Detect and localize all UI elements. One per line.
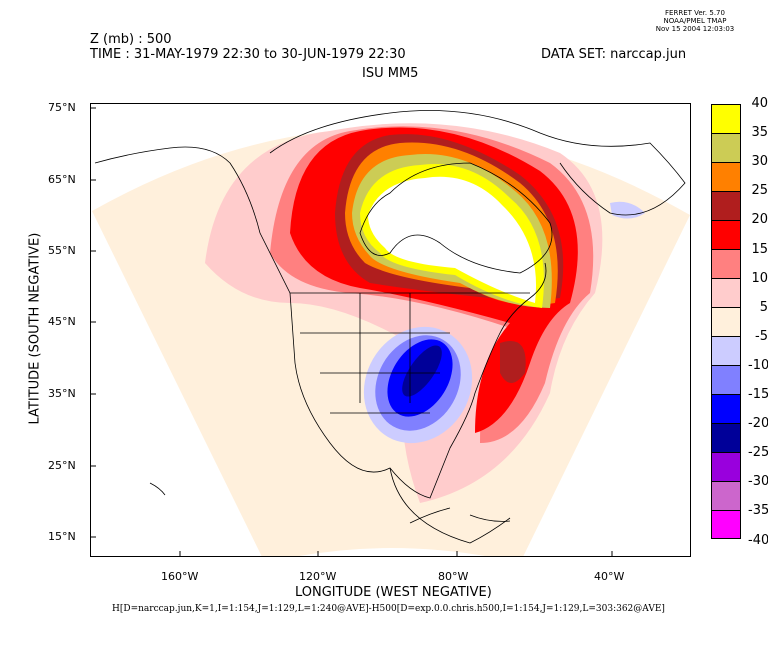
contour-25-south <box>500 341 526 383</box>
colorbar <box>711 104 741 539</box>
colorbar-swatch <box>711 278 741 307</box>
plot-subtitle: ISU MM5 <box>362 66 419 81</box>
time-range: TIME : 31-MAY-1979 22:30 to 30-JUN-1979 … <box>90 47 406 62</box>
colorbar-swatch <box>711 220 741 249</box>
stamp-line-1: FERRET Ver. 5.70 <box>665 9 725 17</box>
colorbar-label: -20 <box>748 416 768 432</box>
ytick-45n: 45°N <box>48 315 76 328</box>
ytick-25n: 25°N <box>48 459 76 472</box>
stamp-line-3: Nov 15 2004 12:03:03 <box>655 25 735 33</box>
colorbar-label: 5 <box>759 299 768 315</box>
colorbar-swatch <box>711 510 741 539</box>
map-plot <box>90 103 691 557</box>
colorbar-label: -5 <box>755 328 768 344</box>
colorbar-swatch <box>711 162 741 191</box>
colorbar-label: 10 <box>751 270 768 286</box>
colorbar-label: -10 <box>748 357 768 373</box>
variable-title: Z (mb) : 500 <box>90 32 172 47</box>
colorbar-swatch <box>711 191 741 220</box>
colorbar-swatch <box>711 452 741 481</box>
colorbar-label: -35 <box>748 503 768 519</box>
colorbar-label: -40 <box>748 532 768 548</box>
colorbar-swatch <box>711 133 741 162</box>
colorbar-swatch <box>711 481 741 510</box>
y-axis-label: LATITUDE (SOUTH NEGATIVE) <box>27 232 43 425</box>
colorbar-label: 30 <box>751 154 768 170</box>
dataset-label: DATA SET: narccap.jun <box>541 47 687 62</box>
colorbar-label: 40 <box>751 96 768 111</box>
colorbar-label: 25 <box>751 183 768 199</box>
ferret-stamp: FERRET Ver. 5.70 NOAA/PMEL TMAP Nov 15 2… <box>640 9 750 33</box>
colorbar-label: -15 <box>748 387 768 402</box>
colorbar-swatch <box>711 423 741 452</box>
colorbar-label: -25 <box>748 445 768 461</box>
colorbar-label: -30 <box>748 474 768 490</box>
colorbar-swatch <box>711 365 741 394</box>
plot-frame <box>90 103 691 557</box>
colorbar-swatch <box>711 336 741 365</box>
colorbar-label: 20 <box>751 212 768 228</box>
xtick-160w: 160°W <box>161 570 199 583</box>
colorbar-label: 15 <box>751 241 768 257</box>
colorbar-swatch <box>711 394 741 423</box>
colorbar-swatch <box>711 307 741 336</box>
stamp-line-2: NOAA/PMEL TMAP <box>663 17 727 25</box>
x-axis-label: LONGITUDE (WEST NEGATIVE) <box>295 585 492 600</box>
ytick-35n: 35°N <box>48 387 76 400</box>
colorbar-swatch <box>711 249 741 278</box>
axis-ticks <box>90 107 613 557</box>
xtick-120w: 120°W <box>299 570 337 583</box>
contour-above-40 <box>368 176 537 303</box>
colorbar-swatch <box>711 104 741 133</box>
coastlines <box>94 110 686 544</box>
ytick-55n: 55°N <box>48 244 76 257</box>
colorbar-label: 35 <box>751 125 768 141</box>
footer-expression: H[D=narccap.jun,K=1,I=1:154,J=1:129,L=1:… <box>112 604 665 614</box>
ytick-65n: 65°N <box>48 173 76 186</box>
xtick-40w: 40°W <box>594 570 625 583</box>
ytick-75n: 75°N <box>48 101 76 114</box>
contour-minus20 <box>402 345 442 397</box>
xtick-80w: 80°W <box>438 570 469 583</box>
ytick-15n: 15°N <box>48 530 76 543</box>
